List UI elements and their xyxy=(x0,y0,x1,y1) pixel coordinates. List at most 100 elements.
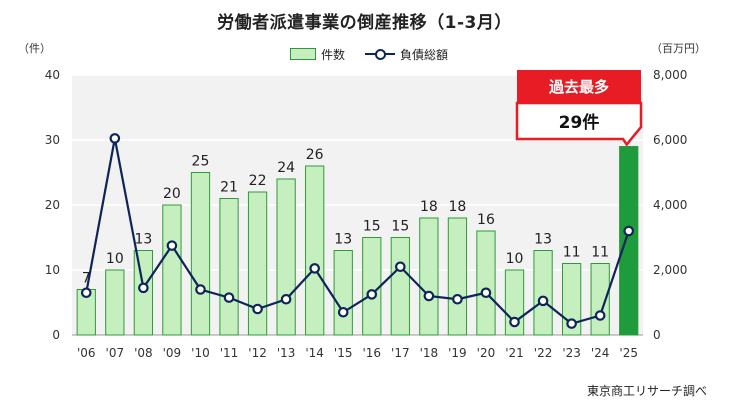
source-note: 東京商工リサーチ調べ xyxy=(586,384,707,398)
bar-value-label: 18 xyxy=(449,199,467,215)
bar-value-label: 16 xyxy=(477,212,495,228)
bar-value-label: 10 xyxy=(506,251,524,267)
bar-value-label: 13 xyxy=(134,232,152,248)
bar xyxy=(105,269,125,336)
x-tick-label: '13 xyxy=(277,346,296,360)
right-tick-label: 0 xyxy=(653,328,661,342)
debt-point xyxy=(195,284,206,295)
bar-value-label: 22 xyxy=(249,173,267,189)
x-tick-label: '18 xyxy=(420,346,439,360)
chart-title: 労働者派遣事業の倒産推移（1-3月） xyxy=(217,13,512,33)
x-tick-label: '12 xyxy=(248,346,267,360)
debt-point xyxy=(537,295,549,307)
legend-line-swatch xyxy=(365,48,396,60)
x-tick-label: '23 xyxy=(562,346,581,360)
bar xyxy=(305,165,325,336)
x-tick-label: '11 xyxy=(220,346,239,360)
x-tick-label: '10 xyxy=(191,346,210,360)
bar-value-label: 11 xyxy=(591,245,609,261)
bar xyxy=(447,217,468,336)
left-axis-unit: （件） xyxy=(18,42,51,55)
x-tick-label: '22 xyxy=(534,346,553,360)
right-tick-label: 8,000 xyxy=(653,68,687,82)
bar-value-label: 13 xyxy=(534,232,552,248)
left-tick-label: 40 xyxy=(45,68,60,82)
bar-value-label: 11 xyxy=(563,245,581,261)
bar-value-label: 21 xyxy=(220,180,238,196)
debt-point xyxy=(252,303,263,315)
x-tick-label: '15 xyxy=(334,346,353,360)
debt-point xyxy=(623,225,635,237)
bar-value-label: 18 xyxy=(420,199,438,215)
debt-point xyxy=(80,287,92,299)
debt-point xyxy=(566,318,577,329)
bar-value-label: 24 xyxy=(277,160,295,176)
debt-point xyxy=(423,290,435,302)
right-tick-label: 4,000 xyxy=(653,198,687,212)
x-tick-label: '16 xyxy=(362,346,381,360)
x-tick-label: '24 xyxy=(591,346,610,360)
debt-point xyxy=(337,306,349,318)
debt-point xyxy=(166,240,178,251)
bar xyxy=(219,198,239,336)
right-tick-label: 2,000 xyxy=(653,263,687,277)
debt-point xyxy=(280,293,292,305)
bar xyxy=(390,237,410,336)
x-tick-label: '25 xyxy=(619,346,638,360)
x-tick-label: '19 xyxy=(448,346,467,360)
bar xyxy=(276,178,296,336)
debt-point xyxy=(366,289,378,300)
x-tick-label: '17 xyxy=(391,346,410,360)
bar xyxy=(476,230,496,336)
bar-value-label: 10 xyxy=(106,251,124,267)
bar-value-label: 25 xyxy=(192,154,210,170)
right-axis-unit: （百万円） xyxy=(651,42,706,55)
callout-header-box xyxy=(517,70,641,103)
bar-value-label: 7 xyxy=(82,271,91,287)
debt-point xyxy=(223,292,235,303)
bar xyxy=(333,250,353,336)
callout-value: 29件 xyxy=(559,112,600,133)
debt-point xyxy=(138,282,149,294)
bar-value-label: 15 xyxy=(391,219,409,235)
bar xyxy=(533,250,553,336)
left-tick-label: 30 xyxy=(45,133,60,147)
debt-point xyxy=(509,316,520,328)
debt-point xyxy=(395,261,406,273)
left-tick-label: 10 xyxy=(45,263,60,277)
legend-label-debt: 負債総額 xyxy=(400,47,449,62)
debt-point xyxy=(480,287,492,299)
debt-point xyxy=(452,293,463,305)
debt-point xyxy=(594,310,606,321)
bar xyxy=(619,146,639,336)
bar xyxy=(362,237,382,336)
left-tick-label: 20 xyxy=(45,198,60,212)
x-tick-label: '07 xyxy=(106,346,125,360)
bar xyxy=(162,204,182,336)
right-tick-label: 6,000 xyxy=(653,133,687,147)
left-tick-label: 0 xyxy=(52,328,60,342)
bar xyxy=(247,191,268,336)
x-tick-label: '09 xyxy=(163,346,182,360)
callout-header: 過去最多 xyxy=(548,78,609,96)
bar xyxy=(419,217,439,336)
x-tick-label: '21 xyxy=(505,346,524,360)
bar-value-label: 15 xyxy=(363,219,381,235)
x-tick-label: '06 xyxy=(77,346,96,360)
debt-line xyxy=(85,138,630,325)
bar xyxy=(561,263,582,336)
bar-value-label: 13 xyxy=(334,232,352,248)
bar-value-label: 20 xyxy=(163,186,181,202)
debt-point xyxy=(309,263,320,274)
x-tick-label: '08 xyxy=(134,346,153,360)
legend-label-count: 件数 xyxy=(321,47,346,62)
callout-value-box xyxy=(515,101,643,147)
legend: 件数 負債総額 xyxy=(290,46,448,62)
x-tick-label: '14 xyxy=(305,346,324,360)
debt-point xyxy=(109,133,121,144)
x-tick-label: '20 xyxy=(477,346,496,360)
legend-bar-swatch xyxy=(290,48,316,60)
bar xyxy=(190,172,211,336)
bar-value-label: 26 xyxy=(306,147,324,163)
